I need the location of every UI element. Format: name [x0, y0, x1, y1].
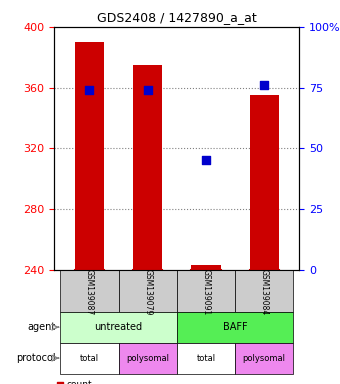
- FancyBboxPatch shape: [60, 270, 119, 312]
- Bar: [191, 265, 221, 270]
- Text: GSM139084: GSM139084: [260, 269, 269, 315]
- FancyBboxPatch shape: [177, 343, 235, 374]
- Point: [261, 82, 267, 88]
- Text: total: total: [197, 354, 216, 362]
- Text: GSM139087: GSM139087: [85, 269, 94, 315]
- FancyBboxPatch shape: [60, 343, 119, 374]
- Text: protocol: protocol: [16, 353, 55, 363]
- Text: polysomal: polysomal: [126, 354, 169, 362]
- Text: agent: agent: [27, 322, 55, 332]
- Bar: [250, 95, 279, 270]
- FancyBboxPatch shape: [177, 312, 293, 343]
- Text: untreated: untreated: [95, 322, 142, 332]
- Text: count: count: [66, 380, 92, 384]
- FancyBboxPatch shape: [119, 343, 177, 374]
- Bar: [75, 42, 104, 270]
- FancyBboxPatch shape: [177, 270, 235, 312]
- FancyBboxPatch shape: [60, 312, 177, 343]
- Point: [203, 157, 209, 164]
- Text: polysomal: polysomal: [243, 354, 286, 362]
- Point: [87, 87, 92, 93]
- Title: GDS2408 / 1427890_a_at: GDS2408 / 1427890_a_at: [97, 11, 257, 24]
- FancyBboxPatch shape: [235, 270, 293, 312]
- Text: BAFF: BAFF: [223, 322, 248, 332]
- Text: GSM139091: GSM139091: [201, 269, 210, 315]
- Point: [57, 381, 63, 384]
- FancyBboxPatch shape: [235, 343, 293, 374]
- Text: GSM139079: GSM139079: [143, 269, 152, 315]
- Bar: [133, 65, 162, 270]
- Text: total: total: [80, 354, 99, 362]
- FancyBboxPatch shape: [119, 270, 177, 312]
- Point: [145, 87, 150, 93]
